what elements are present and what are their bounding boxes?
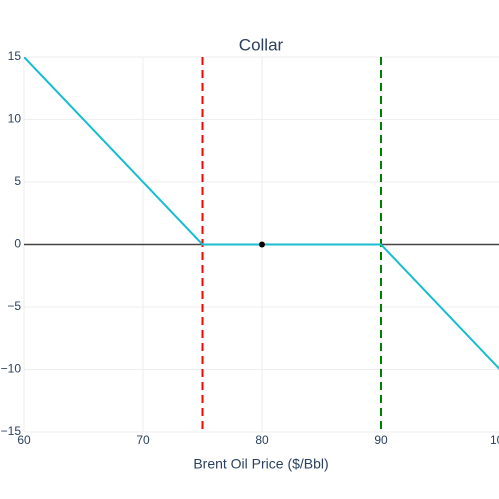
- y-tick-label: 10: [8, 112, 22, 126]
- point-marker: [259, 241, 265, 248]
- y-tick-label: 15: [8, 49, 22, 63]
- y-tick-label: 0: [14, 237, 21, 251]
- y-tick-label: 5: [14, 174, 21, 188]
- chart-title: Collar: [239, 35, 284, 54]
- labels: 60 70 80 90 100 15 10 5 0 −5 −10 −15: [1, 49, 499, 447]
- x-tick-label: 70: [136, 433, 150, 447]
- y-tick-label: −5: [7, 299, 21, 313]
- payoff-line: [24, 57, 499, 370]
- x-tick-label: 100: [490, 433, 499, 447]
- y-tick-label: −15: [1, 424, 22, 438]
- x-tick-label: 80: [255, 433, 269, 447]
- grid: [23, 56, 499, 433]
- x-axis-title: Brent Oil Price ($/Bbl): [193, 456, 328, 472]
- x-tick-label: 60: [17, 433, 31, 447]
- y-tick-label: −10: [1, 362, 22, 376]
- plot-area: [24, 57, 499, 432]
- x-tick-label: 90: [374, 433, 388, 447]
